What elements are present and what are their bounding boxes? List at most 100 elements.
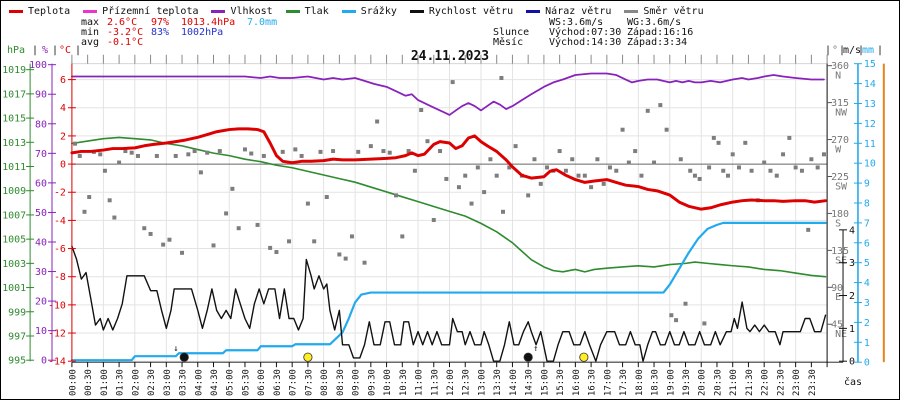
- time-label: 04:30: [210, 369, 220, 396]
- temperature-axis-tick-label: 6: [60, 75, 66, 86]
- stats-value: 1013.4hPa: [181, 17, 236, 28]
- wind-dir-point: [425, 139, 430, 144]
- wind-dir-point: [716, 140, 721, 145]
- wind-dir-point: [77, 153, 82, 158]
- wind-dir-point: [774, 173, 779, 178]
- wind-dir-point: [112, 215, 117, 220]
- legend-swatch: [341, 10, 356, 13]
- time-label: 00:00: [68, 369, 78, 396]
- wind-dir-point: [343, 256, 348, 261]
- time-label: 19:00: [666, 369, 676, 396]
- wind-dir-point: [211, 243, 216, 248]
- wind-dir-point: [626, 160, 631, 165]
- wind-dir-point: [456, 185, 461, 190]
- time-label: 04:00: [194, 369, 204, 396]
- pressure-axis: 995 997 999 1001 1003 1005 1007 1009 1011 1013 101…: [2, 63, 35, 367]
- wind-dir-point: [787, 135, 792, 140]
- wind-speed-tick-label: 0: [849, 357, 855, 368]
- wind-dir-point: [725, 173, 730, 178]
- wind-dir-point: [293, 147, 298, 152]
- legend-label: Náraz větru: [545, 6, 612, 17]
- astro-row-1: Slunce Východ:07:30 Západ:16:16: [493, 28, 713, 38]
- wind-dir-point: [73, 141, 78, 146]
- time-label: 10:00: [383, 369, 393, 396]
- temperature-unit-label: °C: [59, 45, 72, 56]
- wind-dir-point: [123, 149, 128, 154]
- wind-dir-point: [224, 211, 229, 216]
- astro-cell: Východ:07:30: [549, 27, 622, 38]
- time-label: 16:30: [588, 369, 598, 396]
- stats-value: 2.6°C: [107, 17, 138, 28]
- legend-label: Přízemní teplota: [102, 6, 199, 17]
- legend-item-6: Náraz větru: [526, 6, 611, 17]
- wind-dir-tick-label: 315: [831, 98, 849, 109]
- legend-swatch: [83, 10, 98, 13]
- temperature-axis: -14 -12 -10 -8 -6 -4 -2 0 2 4 6: [48, 63, 76, 368]
- pressure-axis-tick-label: 1015: [2, 114, 26, 125]
- astro-row-2: Měsíc Východ:14:30 Západ:3:34: [493, 38, 713, 48]
- legend-label: Vlhkost: [230, 6, 273, 17]
- stats-value: 7.0mm: [247, 17, 278, 28]
- wind-dir-compass-label: NW: [835, 108, 847, 119]
- unit-separator: |: [877, 45, 884, 56]
- humidity-axis-tick-label: 100: [29, 60, 47, 71]
- wind-dir-point: [545, 165, 550, 170]
- wind-dir-point: [154, 153, 159, 158]
- wind-dir-point: [274, 250, 279, 255]
- astro-cell: Západ:16:16: [627, 27, 694, 38]
- wind-dir-point: [730, 152, 735, 157]
- wind-dir-point: [349, 234, 354, 239]
- wind-dir-point: [620, 127, 625, 132]
- time-label: 23:00: [792, 369, 802, 396]
- stats-label: avg: [81, 37, 100, 48]
- legend-label: Tlak: [304, 6, 329, 17]
- wind-dir-compass-label: SW: [835, 181, 847, 192]
- series-rychlost-vetru: [71, 245, 827, 362]
- unit-separator: |: [32, 45, 39, 56]
- time-label: 13:30: [493, 369, 503, 396]
- pressure-axis-tick-label: 1007: [2, 210, 26, 221]
- wind-dir-point: [658, 103, 663, 108]
- rain-tick-label: 5: [864, 258, 870, 269]
- time-label: 00:30: [84, 369, 94, 396]
- wind-dir-point: [387, 150, 392, 155]
- pressure-axis-tick-label: 1017: [2, 89, 26, 100]
- humidity-axis-tick-label: 60: [35, 178, 47, 189]
- pressure-axis-tick-label: 1005: [2, 235, 26, 246]
- wind-dir-point: [268, 245, 273, 250]
- wind-dir-point: [806, 227, 811, 232]
- rain-tick-label: 0: [864, 358, 870, 369]
- astro-block: WS:3.6m/s WG:3.6m/s Slunce Východ:07:30 Zápa…: [493, 18, 713, 48]
- time-label: 22:30: [776, 369, 786, 396]
- rain-tick-label: 4: [864, 278, 870, 289]
- temperature-axis-tick-label: -14: [48, 357, 66, 368]
- wind-dir-point: [412, 168, 417, 173]
- rain-tick-label: 10: [864, 159, 876, 170]
- series-vlhkost: [71, 72, 825, 116]
- wind-dir-point: [161, 242, 166, 247]
- rain-tick-label: 3: [864, 298, 870, 309]
- humidity-axis-tick-label: 10: [35, 326, 47, 337]
- wind-dir-point: [129, 150, 134, 155]
- wind-dir-point: [538, 181, 543, 186]
- moon-set-arrow: ↓: [173, 344, 178, 354]
- temperature-axis-tick-label: 4: [60, 103, 66, 114]
- time-label: 11:30: [430, 369, 440, 396]
- pressure-axis-tick-label: 1011: [2, 162, 26, 173]
- time-label: 08:30: [336, 369, 346, 396]
- pressure-unit-label: hPa: [7, 45, 26, 56]
- rain-tick-label: 6: [864, 238, 870, 249]
- wind-dir-tick-label: 360: [831, 61, 849, 72]
- time-label: 21:30: [745, 369, 755, 396]
- astro-cell: WG:3.6m/s: [627, 17, 682, 28]
- time-label: 02:00: [131, 369, 141, 396]
- wind-dir-point: [494, 173, 499, 178]
- unit-separator: |: [858, 45, 865, 56]
- wind-dir-point: [82, 209, 87, 214]
- wind-dir-point: [711, 135, 716, 140]
- wind-dir-point: [645, 108, 650, 113]
- legend-swatch: [526, 10, 541, 13]
- time-label: 22:00: [761, 369, 771, 396]
- time-label: 11:00: [415, 369, 425, 396]
